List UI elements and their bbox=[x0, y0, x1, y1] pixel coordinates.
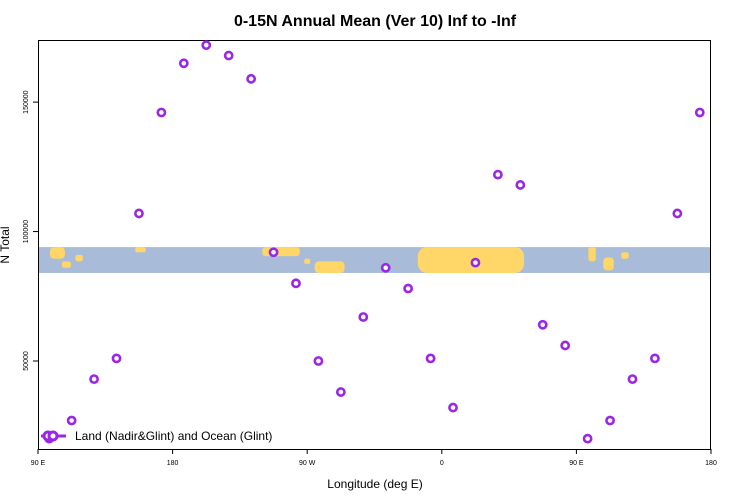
x-tick-label: 90 W bbox=[299, 460, 316, 467]
x-tick-label: 0 bbox=[440, 460, 444, 467]
data-point bbox=[672, 208, 683, 219]
y-tick-label: 150000 bbox=[23, 90, 30, 113]
data-point bbox=[66, 415, 77, 426]
data-point bbox=[470, 257, 481, 268]
y-tick-label: 50000 bbox=[23, 351, 30, 371]
land-mass bbox=[588, 247, 596, 262]
data-point bbox=[627, 374, 638, 385]
map-ocean bbox=[38, 247, 711, 273]
x-tick-label: 180 bbox=[705, 460, 717, 467]
land-mass bbox=[304, 258, 311, 264]
data-point bbox=[537, 319, 548, 330]
x-tick-label: 90 E bbox=[31, 460, 46, 467]
data-point bbox=[201, 40, 212, 51]
x-axis: 90 E 180 90 W 0 90 E 180 bbox=[31, 449, 717, 467]
y-axis-label: N Total bbox=[0, 226, 12, 263]
data-point bbox=[89, 374, 99, 385]
legend: Land (Nadir&Glint) and Ocean (Glint) bbox=[41, 429, 272, 443]
data-point bbox=[560, 340, 571, 351]
data-point bbox=[380, 262, 391, 273]
land-mass bbox=[603, 257, 614, 271]
legend-label: Land (Nadir&Glint) and Ocean (Glint) bbox=[75, 429, 272, 443]
data-point bbox=[582, 433, 593, 444]
data-point bbox=[605, 415, 615, 426]
land-mass bbox=[61, 261, 71, 268]
world-map-band bbox=[38, 247, 711, 273]
data-point bbox=[111, 353, 122, 364]
data-point bbox=[448, 402, 458, 413]
x-tick-label: 90 E bbox=[569, 460, 584, 467]
data-point bbox=[425, 353, 436, 364]
data-point bbox=[178, 58, 189, 69]
y-tick-label: 100000 bbox=[23, 220, 30, 243]
land-mass bbox=[262, 247, 300, 257]
data-point bbox=[223, 50, 234, 61]
land-mass bbox=[49, 247, 65, 259]
y-axis: 50000 100000 150000 bbox=[23, 90, 38, 371]
land-mass bbox=[438, 247, 465, 255]
data-point bbox=[650, 353, 660, 364]
data-points bbox=[44, 40, 705, 444]
data-point bbox=[515, 180, 526, 190]
land-mass bbox=[314, 261, 345, 273]
data-point bbox=[268, 247, 279, 258]
land-mass bbox=[75, 254, 83, 262]
data-point bbox=[291, 278, 301, 289]
land-mass bbox=[621, 252, 629, 259]
data-point bbox=[492, 169, 503, 180]
legend-marker bbox=[47, 430, 59, 442]
chart-title: 0-15N Annual Mean (Ver 10) Inf to -Inf bbox=[234, 13, 517, 30]
data-point bbox=[156, 107, 167, 118]
data-point bbox=[134, 208, 144, 219]
data-point bbox=[335, 387, 346, 397]
x-axis-label: Longitude (deg E) bbox=[327, 477, 422, 491]
data-point bbox=[694, 107, 705, 118]
land-mass bbox=[135, 247, 146, 253]
plot-frame bbox=[38, 40, 711, 450]
data-point bbox=[403, 283, 414, 294]
data-point bbox=[358, 312, 369, 322]
land-mass bbox=[417, 247, 525, 273]
data-point bbox=[313, 356, 324, 366]
data-point bbox=[246, 73, 257, 84]
x-tick-label: 180 bbox=[167, 460, 179, 467]
